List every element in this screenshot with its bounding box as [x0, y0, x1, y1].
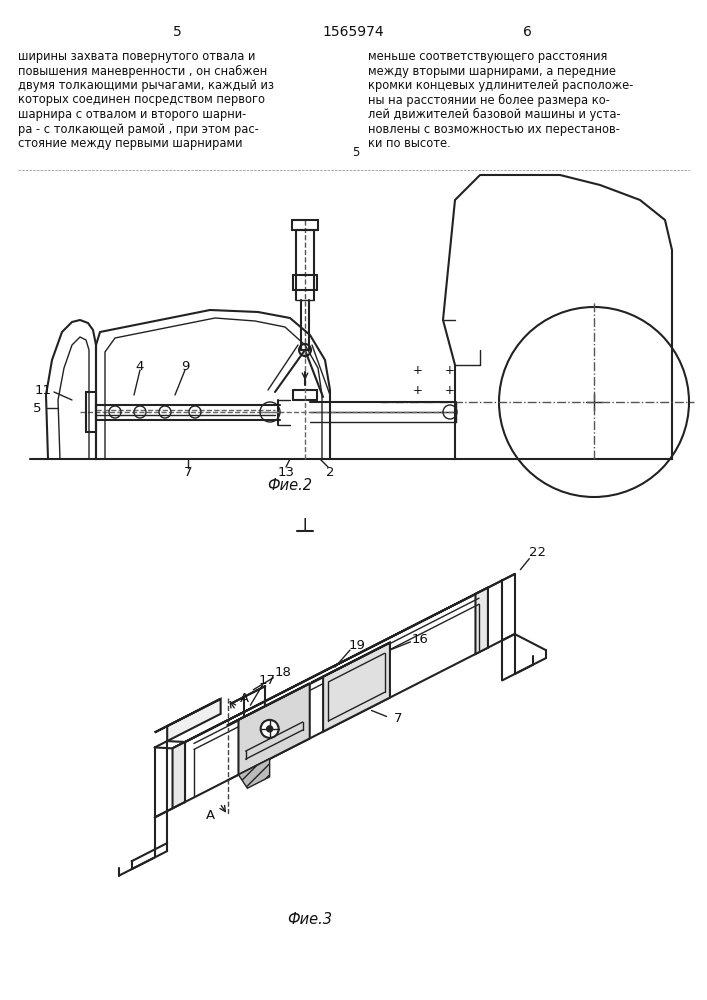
Circle shape: [267, 726, 273, 732]
Text: 4: 4: [136, 360, 144, 372]
Text: 7: 7: [395, 712, 403, 725]
Text: 2: 2: [326, 466, 334, 479]
Polygon shape: [155, 699, 221, 732]
Text: кромки концевых удлинителей расположе-: кромки концевых удлинителей расположе-: [368, 79, 633, 92]
Text: 11: 11: [35, 383, 52, 396]
Text: меньше соответствующего расстояния: меньше соответствующего расстояния: [368, 50, 607, 63]
Text: ширины захвата повернутого отвала и: ширины захвата повернутого отвала и: [18, 50, 255, 63]
Polygon shape: [312, 643, 390, 683]
Text: 5: 5: [33, 401, 41, 414]
Text: которых соединен посредством первого: которых соединен посредством первого: [18, 94, 265, 106]
Text: 18: 18: [275, 666, 292, 679]
Text: повышения маневренности , он снабжен: повышения маневренности , он снабжен: [18, 64, 267, 78]
Polygon shape: [238, 683, 310, 775]
Text: 1565974: 1565974: [322, 25, 384, 39]
Polygon shape: [476, 588, 488, 654]
Text: +: +: [413, 363, 423, 376]
Polygon shape: [238, 759, 269, 788]
Text: ра - с толкающей рамой , при этом рас-: ра - с толкающей рамой , при этом рас-: [18, 122, 259, 135]
Text: 16: 16: [412, 633, 429, 646]
Text: между вторыми шарнирами, а передние: между вторыми шарнирами, а передние: [368, 64, 616, 78]
Text: 5: 5: [352, 145, 360, 158]
Text: 9: 9: [181, 360, 189, 372]
Polygon shape: [227, 683, 310, 726]
Text: 6: 6: [522, 25, 532, 39]
Text: A: A: [240, 692, 250, 705]
Polygon shape: [173, 588, 488, 748]
Text: Фие.2: Фие.2: [267, 479, 312, 493]
Polygon shape: [323, 643, 390, 732]
Text: 22: 22: [529, 546, 546, 559]
Text: новлены с возможностью их перестанов-: новлены с возможностью их перестанов-: [368, 122, 620, 135]
Text: 17: 17: [259, 674, 276, 687]
Text: 19: 19: [349, 639, 366, 652]
Text: I: I: [303, 518, 308, 532]
Text: лей движителей базовой машины и уста-: лей движителей базовой машины и уста-: [368, 108, 621, 121]
Polygon shape: [167, 699, 221, 741]
Text: 13: 13: [278, 466, 295, 479]
Text: 7: 7: [184, 466, 192, 480]
Text: 5: 5: [173, 25, 182, 39]
Polygon shape: [173, 742, 185, 808]
Text: ны на расстоянии не более размера ко-: ны на расстоянии не более размера ко-: [368, 94, 610, 107]
Text: +: +: [445, 363, 455, 376]
Text: двумя толкающими рычагами, каждый из: двумя толкающими рычагами, каждый из: [18, 79, 274, 92]
Circle shape: [261, 720, 279, 738]
Text: Фие.3: Фие.3: [288, 912, 332, 928]
Text: +: +: [413, 383, 423, 396]
Text: A: A: [206, 809, 216, 822]
Text: +: +: [445, 383, 455, 396]
Text: шарнира с отвалом и второго шарни-: шарнира с отвалом и второго шарни-: [18, 108, 246, 121]
Text: стояние между первыми шарнирами: стояние между первыми шарнирами: [18, 137, 243, 150]
Text: ки по высоте.: ки по высоте.: [368, 137, 451, 150]
